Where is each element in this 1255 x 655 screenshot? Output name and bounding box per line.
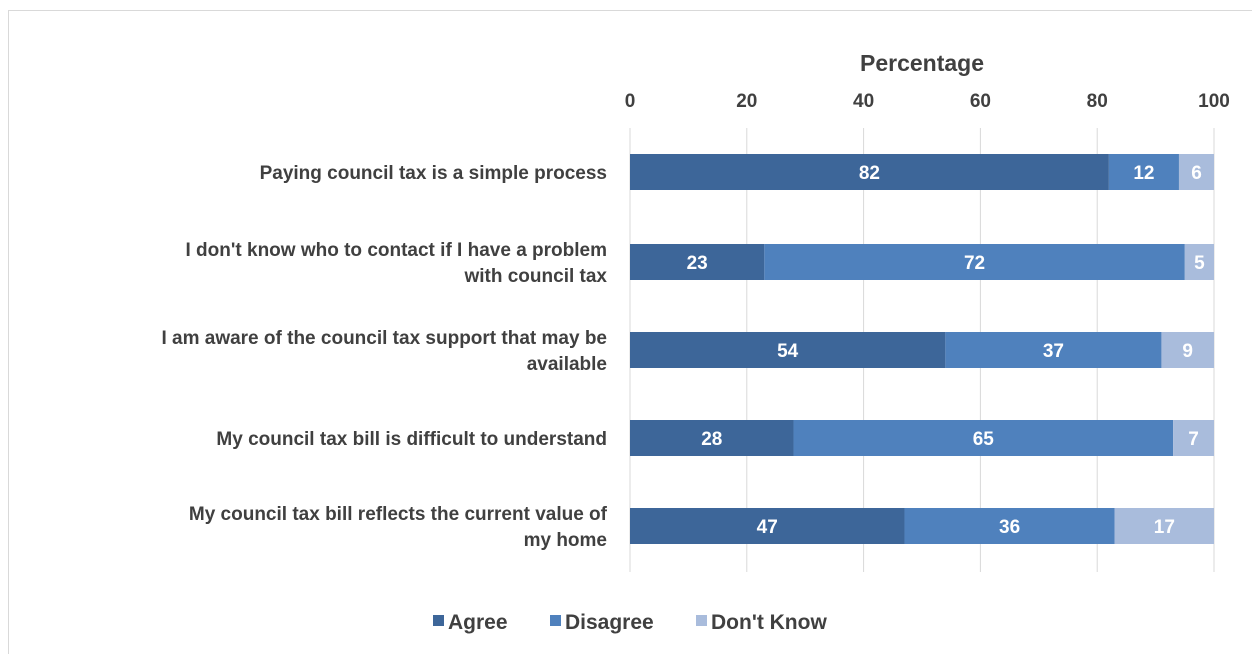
data-label: 54 [777,341,799,362]
x-tick-label: 80 [1087,91,1108,112]
legend-swatch [550,615,561,626]
bar-segment [793,420,1174,456]
category-label: I don't know who to contact if I have a … [186,240,608,261]
category-label: My council tax bill reflects the current… [189,504,608,525]
legend-swatch [433,615,444,626]
bar-segment [630,332,946,368]
data-label: 7 [1188,429,1199,450]
x-tick-label: 0 [625,91,636,112]
category-label: I am aware of the council tax support th… [161,328,607,349]
data-label: 37 [1043,341,1064,362]
data-label: 47 [757,517,778,538]
bar-segment [1173,420,1214,456]
legend-label: Disagree [565,611,654,634]
data-label: 65 [973,429,995,450]
legend-label: Don't Know [711,611,827,634]
bar-segment [904,508,1115,544]
category-labels: Paying council tax is a simple process I … [161,163,607,551]
bar-segment [630,154,1109,190]
bar-segment [764,244,1185,280]
bar-segment [1108,154,1179,190]
category-label: available [527,354,607,375]
data-label: 72 [964,253,985,274]
bar-segment [630,244,765,280]
category-label: with council tax [463,266,607,287]
data-label: 36 [999,517,1020,538]
bar-segment [630,420,794,456]
bar-segment [630,508,905,544]
data-label: 28 [701,429,722,450]
x-axis-title: Percentage [860,50,984,76]
bars: 82 12 6 23 72 5 54 37 9 28 65 7 47 36 17 [630,154,1214,544]
bar-segment [1184,244,1214,280]
data-label: 6 [1191,163,1202,184]
legend-label: Agree [448,611,508,634]
data-label: 17 [1154,517,1175,538]
bar-segment [1178,154,1214,190]
category-label: My council tax bill is difficult to unde… [216,429,607,450]
legend-swatch [696,615,707,626]
legend: Agree Disagree Don't Know [433,611,827,634]
data-label: 5 [1194,253,1205,274]
bar-segment [1161,332,1214,368]
x-tick-label: 60 [970,91,991,112]
data-label: 9 [1182,341,1193,362]
bar-segment [1114,508,1214,544]
x-tick-label: 20 [736,91,757,112]
data-label: 23 [687,253,708,274]
category-label: my home [524,530,607,551]
x-axis-ticks: 0 20 40 60 80 100 [625,91,1230,112]
category-label: Paying council tax is a simple process [260,163,607,184]
x-tick-label: 40 [853,91,874,112]
data-label: 12 [1133,163,1154,184]
bar-segment [945,332,1162,368]
data-label: 82 [859,163,880,184]
x-tick-label: 100 [1198,91,1230,112]
chart-frame [8,10,1252,654]
